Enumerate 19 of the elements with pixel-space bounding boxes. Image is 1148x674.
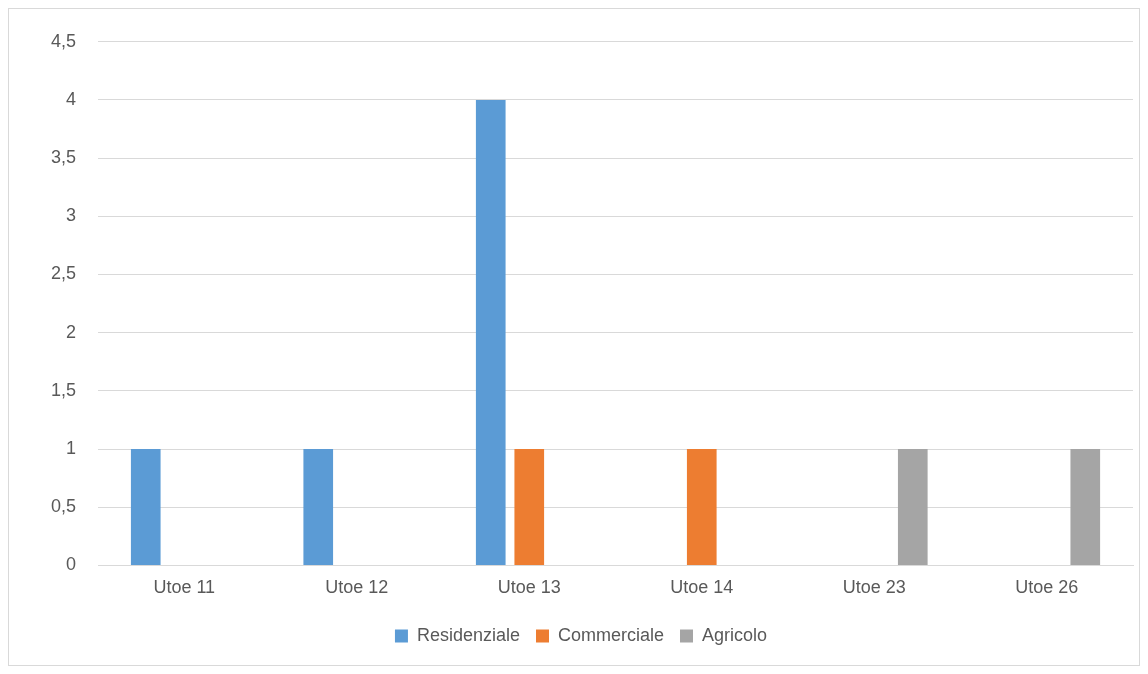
x-tick-label: Utoe 14 bbox=[670, 577, 734, 598]
y-tick-label: 1 bbox=[66, 438, 77, 459]
y-tick-label: 2,5 bbox=[50, 263, 77, 284]
y-tick-label: 3,5 bbox=[50, 147, 77, 168]
y-tick-label: 4,5 bbox=[50, 30, 77, 51]
x-tick-label: Utoe 23 bbox=[842, 577, 906, 598]
x-tick-label: Utoe 12 bbox=[325, 577, 389, 598]
legend-label: Residenziale bbox=[416, 624, 521, 645]
y-tick-label: 3 bbox=[66, 205, 77, 226]
y-tick-label: 1,5 bbox=[50, 379, 77, 400]
x-tick-label: Utoe 26 bbox=[1015, 577, 1079, 598]
legend-label: Commerciale bbox=[558, 624, 665, 645]
y-tick-label: 4 bbox=[66, 88, 77, 109]
y-tick-label: 0,5 bbox=[50, 496, 77, 517]
y-tick-label: 0 bbox=[66, 554, 77, 575]
x-tick-label: Utoe 11 bbox=[153, 577, 216, 598]
y-tick-label: 2 bbox=[66, 321, 77, 342]
x-tick-label: Utoe 13 bbox=[497, 577, 561, 598]
legend-label: Agricolo bbox=[702, 624, 768, 645]
